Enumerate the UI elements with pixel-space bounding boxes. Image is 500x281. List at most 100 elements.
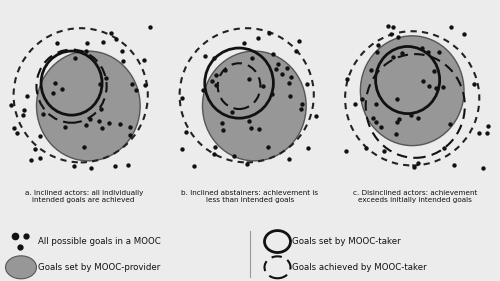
Point (389, 55, 397, 59)
Ellipse shape (6, 256, 36, 279)
Point (342, 77, 350, 81)
Point (369, 115, 377, 120)
Point (420, 79, 428, 83)
Point (358, 97, 366, 101)
Point (387, 32, 395, 36)
Point (198, 88, 206, 92)
Ellipse shape (360, 36, 464, 146)
Point (10, 126, 18, 130)
Point (210, 152, 218, 157)
Text: c. Disinclined actors: achievement
exceeds initially intended goals: c. Disinclined actors: achievement excee… (353, 190, 478, 203)
Point (40, 112, 48, 116)
Point (414, 161, 422, 166)
Point (410, 165, 418, 169)
Point (272, 66, 280, 71)
Ellipse shape (202, 51, 306, 161)
Point (80, 145, 88, 150)
Point (366, 68, 374, 72)
Text: Goals achieved by MOOC-taker: Goals achieved by MOOC-taker (292, 263, 427, 272)
Text: Goals set by MOOC-provider: Goals set by MOOC-provider (38, 263, 160, 272)
Point (107, 31, 115, 36)
Text: Goals set by MOOC-taker: Goals set by MOOC-taker (292, 237, 401, 246)
Point (83, 40, 91, 45)
Point (274, 62, 282, 66)
Point (384, 24, 392, 28)
Point (82, 123, 90, 128)
Point (388, 24, 396, 29)
Point (278, 72, 286, 76)
Point (128, 82, 136, 86)
Point (20, 113, 28, 117)
Point (96, 82, 104, 86)
Point (268, 92, 276, 97)
Text: b. Inclined abstainers: achievement is
less than intended goals: b. Inclined abstainers: achievement is l… (181, 190, 318, 203)
Point (244, 77, 252, 81)
Point (36, 134, 44, 138)
Point (392, 132, 400, 136)
Point (430, 69, 438, 74)
Point (178, 96, 186, 100)
Point (418, 46, 426, 50)
Point (479, 166, 487, 170)
Point (248, 126, 256, 130)
Point (126, 133, 134, 137)
Point (82, 48, 90, 53)
Point (264, 145, 272, 149)
Point (254, 35, 262, 40)
Point (372, 102, 380, 106)
Point (208, 78, 216, 83)
Point (447, 25, 455, 30)
Point (120, 59, 128, 63)
Point (140, 58, 147, 62)
Ellipse shape (36, 51, 140, 161)
Point (182, 130, 190, 135)
Point (297, 107, 305, 112)
Point (296, 39, 304, 43)
Point (450, 162, 458, 167)
Point (424, 50, 432, 55)
Point (146, 25, 154, 29)
Point (380, 149, 388, 154)
Point (374, 43, 382, 47)
Point (298, 102, 306, 106)
Point (394, 35, 402, 40)
Point (372, 120, 380, 124)
Point (255, 126, 263, 131)
Point (407, 113, 415, 117)
Point (265, 31, 273, 35)
Text: All possible goals in a MOOC: All possible goals in a MOOC (38, 237, 160, 246)
Point (20, 108, 28, 113)
Point (132, 88, 140, 92)
Point (100, 40, 108, 44)
Point (190, 164, 198, 168)
Point (98, 125, 106, 130)
Point (86, 117, 94, 121)
Point (470, 82, 478, 87)
Point (432, 85, 440, 90)
Point (475, 131, 483, 135)
Point (70, 164, 78, 168)
Point (377, 124, 385, 129)
Point (351, 101, 359, 106)
Point (286, 94, 294, 99)
Point (394, 117, 402, 121)
Point (111, 164, 119, 168)
Point (71, 56, 79, 60)
Point (269, 52, 277, 56)
Point (373, 49, 381, 54)
Point (439, 85, 447, 89)
Point (414, 116, 422, 120)
Point (14, 131, 22, 135)
Point (292, 48, 300, 53)
Point (230, 153, 238, 158)
Point (210, 55, 218, 60)
Point (212, 73, 220, 77)
Point (61, 124, 69, 129)
Point (219, 128, 227, 132)
Point (258, 84, 266, 89)
Point (342, 148, 350, 153)
Point (102, 76, 110, 81)
Text: a. Inclined actors: all individually
intended goals are achieved: a. Inclined actors: all individually int… (24, 190, 143, 203)
Point (393, 97, 401, 101)
Point (94, 119, 102, 123)
